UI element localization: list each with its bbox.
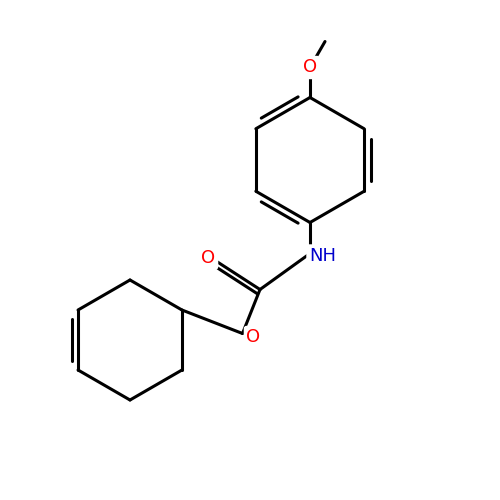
Text: O: O — [246, 328, 260, 346]
Text: O: O — [303, 58, 317, 76]
Text: O: O — [202, 249, 215, 267]
Text: NH: NH — [309, 247, 336, 265]
